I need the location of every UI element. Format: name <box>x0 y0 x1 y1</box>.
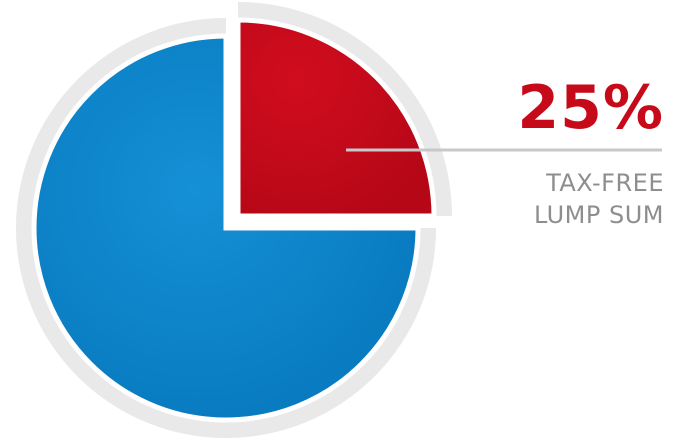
annotation-caption-line-1: TAX-FREE <box>546 169 664 197</box>
annotation-caption-line-2: LUMP SUM <box>533 201 664 229</box>
pie-slice-highlighted <box>235 17 437 219</box>
pie-slices <box>31 17 437 423</box>
pie-slice-main <box>31 33 421 423</box>
highlight-value-label: 25% <box>517 73 664 143</box>
